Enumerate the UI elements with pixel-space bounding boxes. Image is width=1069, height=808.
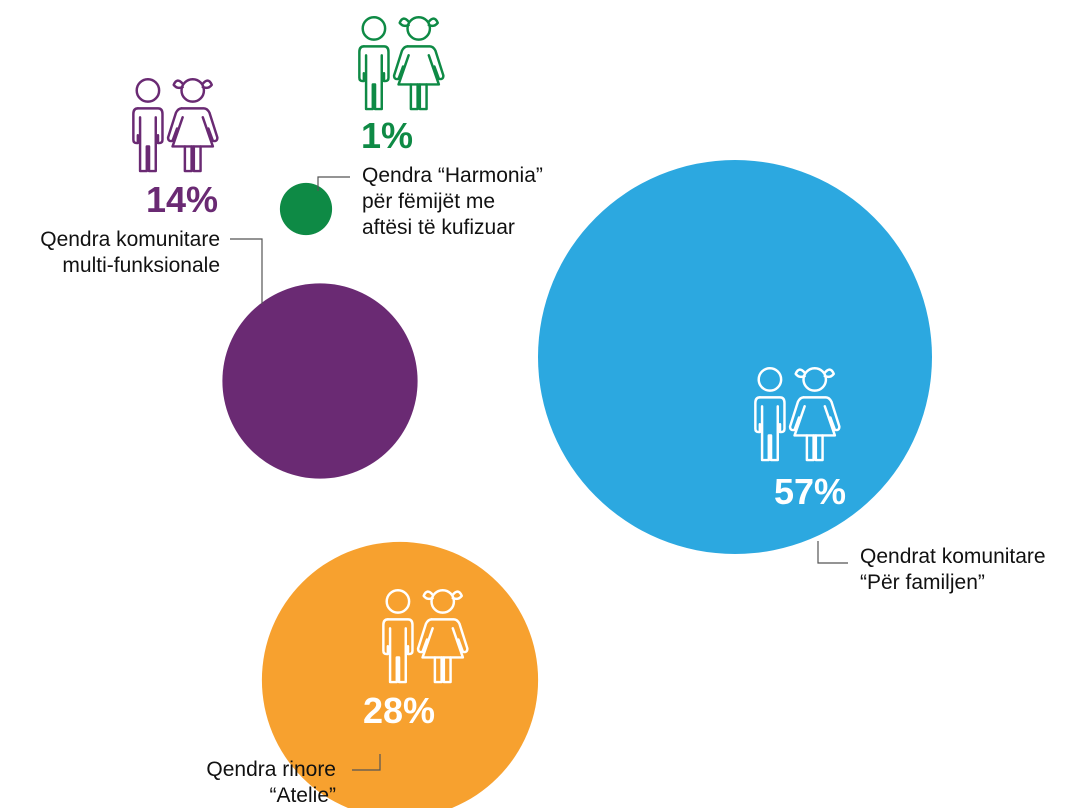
- category-label-line: multi-funksionale: [62, 254, 220, 277]
- leader-line-1: [352, 754, 381, 771]
- leader-line-3: [317, 176, 350, 191]
- category-label-line: Qendra “Harmonia”: [362, 164, 543, 187]
- category-label-line: “Atelie”: [269, 784, 336, 807]
- value-label-2: 14%: [146, 179, 218, 220]
- category-label-2: Qendra komunitare multi-funksionale: [40, 228, 220, 277]
- category-label-3: Qendra “Harmonia” për fëmijët me aftësi të…: [362, 164, 543, 239]
- bubble-2: [222, 283, 418, 479]
- children-icon: [132, 78, 219, 173]
- boy-and-girl-icon: [358, 16, 445, 111]
- value-label-1: 28%: [363, 690, 435, 731]
- leader-line-2: [230, 238, 263, 304]
- bubble-3: [279, 182, 333, 236]
- value-label-0: 57%: [774, 471, 846, 512]
- category-label-line: Qendra komunitare: [40, 228, 220, 251]
- boy-and-girl-icon: [132, 78, 219, 173]
- category-label-line: Qendra rinore: [206, 758, 336, 781]
- category-label-1: Qendra rinore “Atelie”: [206, 758, 336, 807]
- leader-line-0: [817, 541, 848, 564]
- children-icon: [358, 16, 445, 111]
- value-label-3: 1%: [361, 115, 413, 156]
- category-label-line: aftësi të kufizuar: [362, 216, 515, 239]
- category-label-line: Qendrat komunitare: [860, 545, 1046, 568]
- category-label-line: “Për familjen”: [860, 571, 985, 594]
- bubble-0: [538, 160, 932, 554]
- category-label-0: Qendrat komunitare “Për familjen”: [860, 545, 1046, 594]
- category-label-line: për fëmijët me: [362, 190, 495, 213]
